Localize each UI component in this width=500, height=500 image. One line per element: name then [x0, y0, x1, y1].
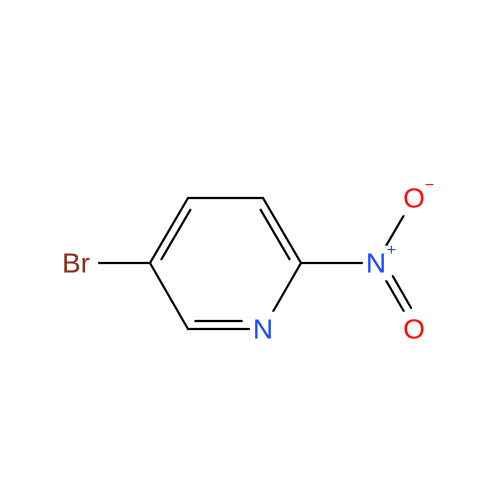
atom-Nr: N	[253, 314, 273, 345]
atom-Nplus: N	[366, 248, 386, 279]
atom-Odbl: O	[403, 314, 425, 345]
charge-Ominus: −	[425, 177, 434, 194]
molecule-diagram: BrNN+O−O	[0, 0, 500, 500]
atom-Br: Br	[62, 248, 90, 279]
charge-Nplus: +	[387, 242, 396, 259]
atom-Ominus: O	[403, 183, 425, 214]
